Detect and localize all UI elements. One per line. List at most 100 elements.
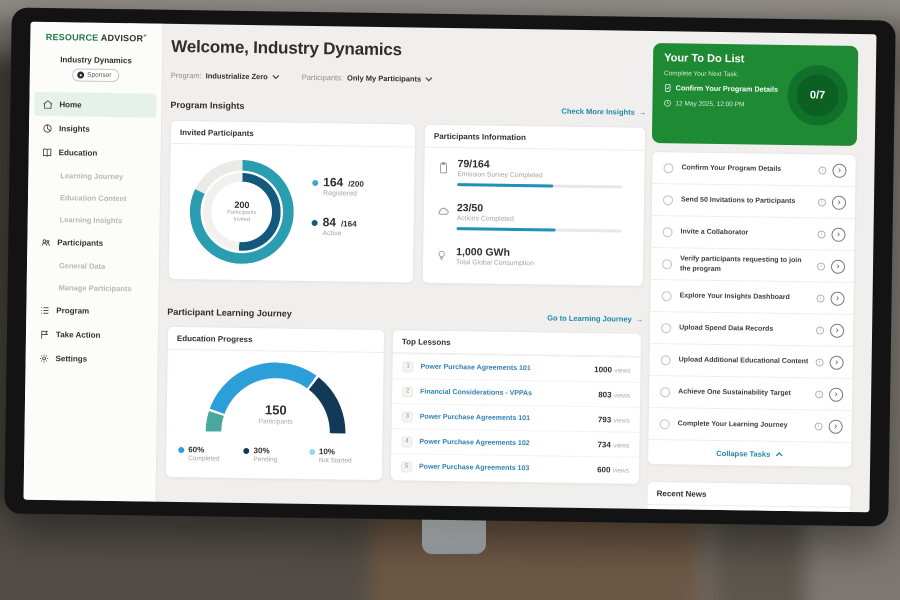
info-icon[interactable]: i — [816, 293, 825, 303]
invited-participants-header: Invited Participants — [170, 120, 416, 148]
todo-task-list: Confirm Your Program Details i › Send 50… — [647, 150, 857, 468]
sidebar-item-participants[interactable]: Participants — [32, 230, 154, 256]
todo-next-due: 12 May 2025, 12:00 PM — [663, 99, 745, 108]
legend-pending: 30% Pending — [243, 446, 309, 464]
rank-badge: 1 — [402, 360, 414, 372]
participants-information-card: Participants Information 79/164 Emission… — [421, 123, 647, 287]
sidebar-item-learning-journey[interactable]: Learning Journey — [60, 170, 124, 181]
recent-news-header: Recent News — [647, 481, 851, 508]
sidebar-item-home[interactable]: Home — [34, 91, 157, 118]
pie-chart-icon — [43, 123, 52, 133]
sidebar-item-general-data[interactable]: General Data — [58, 260, 106, 271]
sidebar-item-take-action[interactable]: Take Action — [31, 322, 153, 348]
sidebar-item-manage-participants[interactable]: Manage Participants — [58, 282, 132, 293]
info-icon[interactable]: i — [817, 197, 827, 207]
chevron-right-button[interactable]: › — [832, 163, 847, 178]
chevron-right-button[interactable]: › — [830, 323, 845, 338]
task-checkbox[interactable] — [659, 418, 670, 429]
task-checkbox[interactable] — [661, 290, 672, 301]
chevron-down-icon — [425, 77, 433, 82]
info-icon[interactable]: i — [818, 165, 827, 175]
education-progress-header: Education Progress — [167, 326, 385, 354]
sidebar: RESOURCE ADVISOR+ Industry Dynamics ● Sp… — [23, 21, 164, 502]
chevron-down-icon — [272, 74, 280, 80]
gauge-legend: 60% Completed 30% Pending 10% Not Starte… — [178, 445, 374, 465]
invited-participants-donut: 200 Participants Invited — [189, 159, 295, 265]
lesson-row: 2 Financial Considerations - VPPAs 803 v… — [391, 378, 641, 407]
program-filter[interactable]: Program: Industrialize Zero — [171, 71, 280, 82]
chevron-right-button[interactable]: › — [828, 419, 843, 434]
sidebar-item-insights[interactable]: Insights — [34, 116, 156, 142]
donut-legend: 164/200 Registered 84/164 Active — [311, 175, 364, 256]
stat-actions-completed: 23/50 Actions Completed — [437, 202, 632, 233]
progress-bar — [456, 227, 622, 233]
chevron-right-button[interactable]: › — [829, 355, 844, 370]
go-to-learning-journey-link[interactable]: Go to Learning Journey → — [547, 312, 644, 324]
lesson-views: 734 views — [597, 439, 630, 450]
participants-filter[interactable]: Participants: Only My Participants — [302, 73, 434, 84]
brand-logo: RESOURCE ADVISOR+ — [45, 31, 147, 44]
gear-icon — [39, 353, 49, 363]
task-checkbox[interactable] — [661, 322, 672, 333]
info-icon[interactable]: i — [816, 261, 826, 271]
lesson-link[interactable]: Power Purchase Agreements 103 — [418, 463, 530, 472]
task-checkbox[interactable] — [660, 386, 671, 397]
chevron-right-button[interactable]: › — [831, 227, 846, 242]
check-more-insights-link[interactable]: Check More Insights → — [561, 106, 647, 117]
learning-journey-title: Participant Learning Journey — [167, 306, 292, 319]
info-icon[interactable]: i — [817, 229, 826, 239]
lesson-link[interactable]: Power Purchase Agreements 102 — [419, 438, 530, 447]
sidebar-item-education-content[interactable]: Education Content — [59, 192, 127, 203]
legend-dot — [311, 219, 318, 227]
cloud-icon — [437, 205, 450, 218]
collapse-tasks-link[interactable]: Collapse Tasks — [648, 440, 851, 467]
filters: Program: Industrialize Zero Participants… — [171, 71, 434, 84]
info-icon[interactable]: i — [814, 421, 823, 431]
sidebar-item-settings[interactable]: Settings — [30, 346, 152, 372]
chevron-right-button[interactable]: › — [829, 387, 844, 402]
info-icon[interactable]: i — [815, 389, 824, 399]
task-checkbox[interactable] — [661, 258, 673, 269]
page-title: Welcome, Industry Dynamics — [171, 36, 403, 60]
invited-participants-card: Invited Participants 200 Participants In… — [167, 119, 417, 284]
info-icon[interactable]: i — [816, 325, 825, 335]
task-row: Upload Spend Data Records i › — [649, 311, 854, 347]
org-name: Industry Dynamics — [60, 55, 132, 66]
task-row: Explore Your Insights Dashboard i › — [650, 279, 854, 315]
chevron-up-icon — [775, 451, 783, 456]
lesson-row: 3 Power Purchase Agreements 101 793 view… — [391, 403, 640, 432]
legend-dot — [243, 447, 250, 454]
lesson-views: 600 views — [597, 464, 630, 475]
stat-emission-survey: 79/164 Emission Survey Completed — [437, 158, 632, 189]
sponsor-badge: ● Sponsor — [72, 68, 120, 83]
task-checkbox[interactable] — [662, 194, 674, 205]
rank-badge: 2 — [402, 385, 414, 397]
sidebar-item-learning-insights[interactable]: Learning Insights — [59, 214, 123, 225]
stat-global-consumption: 1,000 GWh Total Global Consumption — [436, 246, 631, 269]
arrow-right-icon: → — [635, 314, 644, 324]
education-progress-card: Education Progress 150 Participants 60% … — [164, 325, 386, 482]
info-icon[interactable]: i — [815, 357, 824, 367]
chevron-right-button[interactable]: › — [831, 195, 847, 210]
legend-dot — [312, 179, 319, 187]
chevron-right-button[interactable]: › — [830, 291, 845, 306]
legend-not-started: 10% Not Started — [308, 447, 375, 465]
rank-badge: 5 — [400, 460, 413, 472]
task-checkbox[interactable] — [662, 226, 673, 237]
todo-panel: Your To Do List Complete Your Next Task:… — [651, 42, 859, 147]
lesson-link[interactable]: Financial Considerations - VPPAs — [420, 388, 533, 397]
sidebar-item-program[interactable]: Program — [31, 298, 153, 324]
users-icon — [41, 238, 50, 246]
lesson-link[interactable]: Power Purchase Agreements 101 — [420, 363, 531, 372]
task-checkbox[interactable] — [660, 354, 671, 365]
lesson-link[interactable]: Power Purchase Agreements 101 — [419, 413, 531, 422]
task-row: Upload Additional Educational Content i … — [649, 343, 853, 379]
todo-progress-ring: 0/7 — [787, 64, 849, 126]
sidebar-item-education[interactable]: Education — [33, 140, 155, 166]
task-row: Achieve One Sustainability Target i › — [648, 375, 853, 411]
lesson-views: 803 views — [598, 389, 631, 400]
task-checkbox[interactable] — [663, 162, 674, 173]
lesson-row: 1 Power Purchase Agreements 101 1000 vie… — [392, 353, 641, 382]
sponsor-badge-label: Sponsor — [87, 71, 112, 79]
chevron-right-button[interactable]: › — [830, 259, 846, 274]
